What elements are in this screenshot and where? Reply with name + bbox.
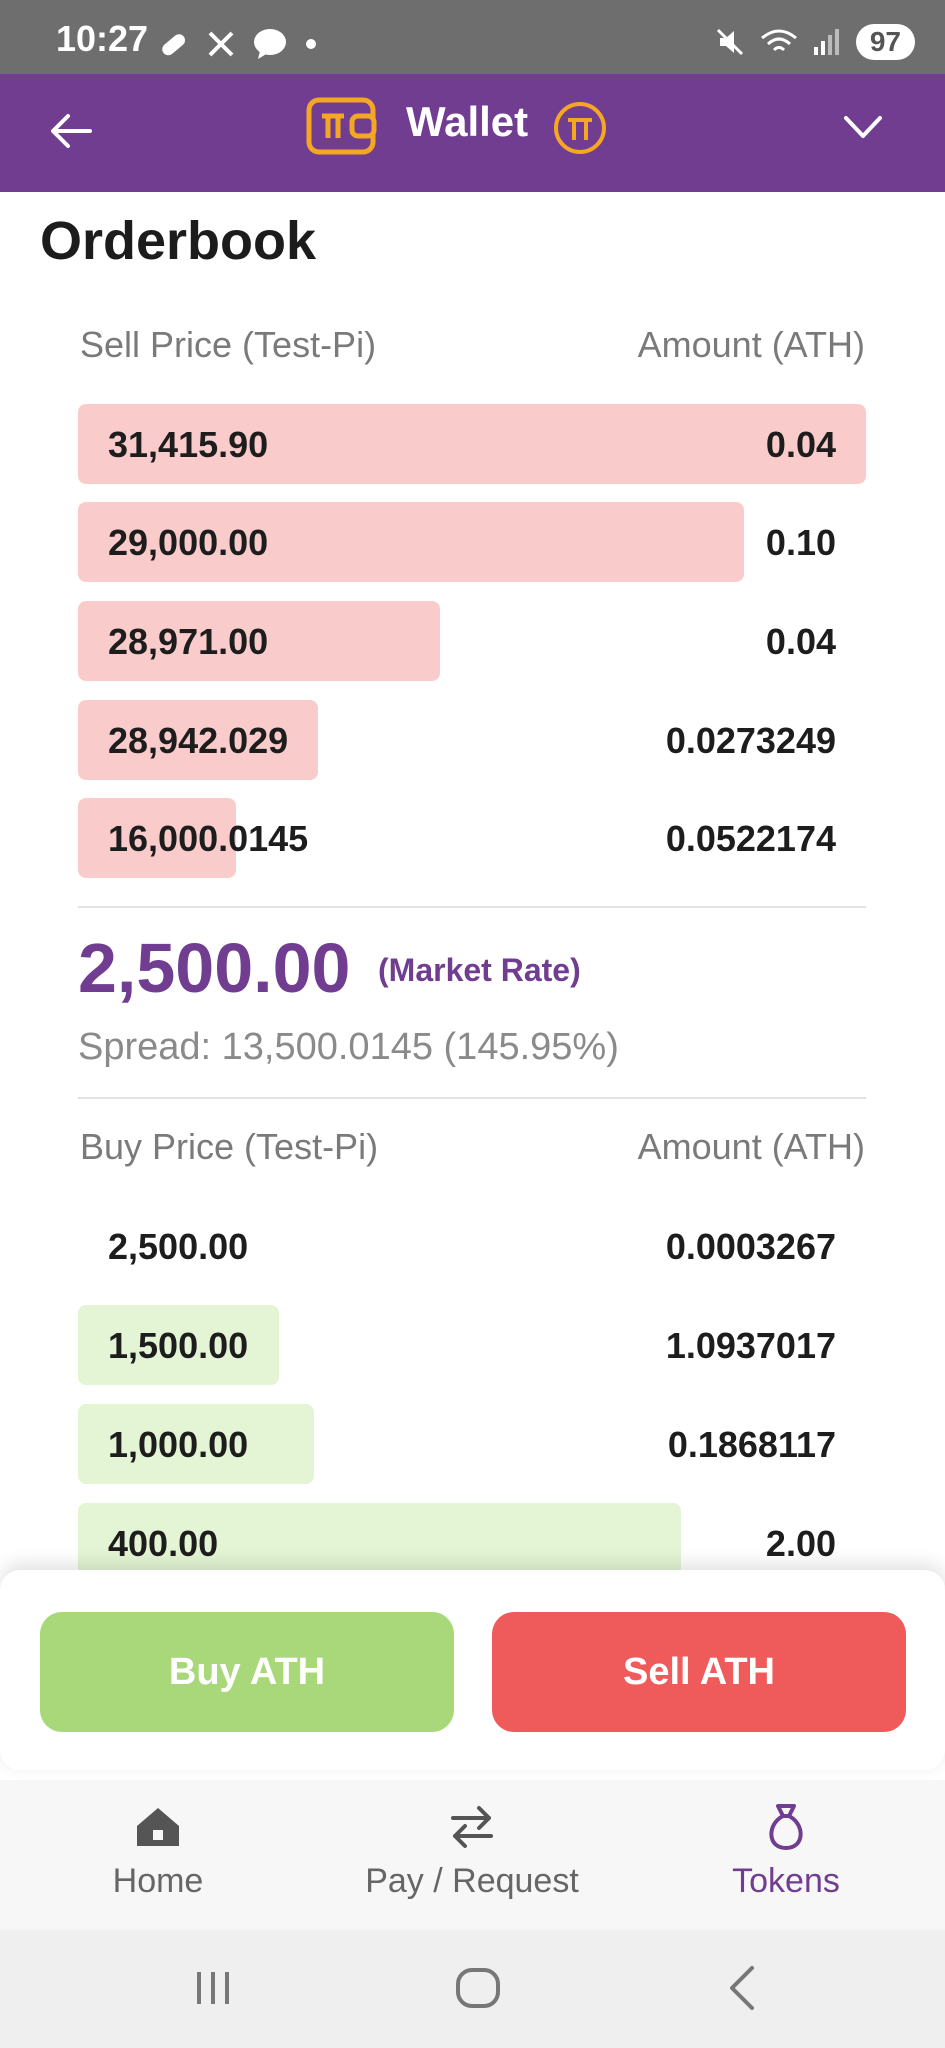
sell-order-amount: 0.04 bbox=[765, 424, 836, 465]
swap-icon bbox=[451, 1806, 493, 1848]
buy-order-price: 1,000.00 bbox=[108, 1424, 249, 1465]
mute-icon bbox=[716, 28, 743, 56]
sell-order-row[interactable]: 28,942.029 0.0273249 bbox=[78, 700, 866, 780]
app-bar: Wallet bbox=[0, 74, 945, 192]
sell-depth-bar bbox=[78, 700, 319, 780]
nav-label-tokens: Tokens bbox=[732, 1862, 840, 1900]
x-icon bbox=[208, 31, 234, 57]
orderbook-title: Orderbook bbox=[40, 211, 317, 271]
buy-depth-bar bbox=[78, 1305, 279, 1385]
status-time: 10:27 bbox=[56, 18, 149, 59]
divider bbox=[78, 906, 866, 908]
market-rate-label: (Market Rate) bbox=[378, 952, 581, 988]
app-bar-title: Wallet bbox=[406, 98, 529, 145]
sell-order-price: 28,942.029 bbox=[108, 720, 289, 761]
buy-price-header: Buy Price (Test-Pi) bbox=[80, 1126, 379, 1167]
sell-order-amount: 0.10 bbox=[765, 522, 836, 563]
sell-depth-bar bbox=[78, 798, 236, 878]
nav-label-home: Home bbox=[112, 1862, 204, 1900]
home-icon bbox=[137, 1808, 179, 1846]
status-bar: 10:27 97 bbox=[0, 0, 945, 74]
buy-order-row[interactable]: 1,500.00 1.0937017 bbox=[78, 1305, 866, 1385]
chevron-down-icon[interactable] bbox=[838, 108, 888, 148]
buy-order-amount: 1.0937017 bbox=[665, 1325, 836, 1366]
buy-depth-bar bbox=[78, 1503, 681, 1583]
battery-level: 97 bbox=[855, 24, 915, 60]
sell-amount-header: Amount (ATH) bbox=[637, 324, 865, 365]
nav-item-home[interactable]: Home bbox=[8, 1790, 308, 1920]
sell-depth-bar bbox=[78, 601, 441, 681]
sell-price-header: Sell Price (Test-Pi) bbox=[80, 324, 377, 365]
system-nav-bar bbox=[0, 1930, 945, 2048]
nav-label-pay-request: Pay / Request bbox=[365, 1862, 579, 1900]
system-icons: 97 bbox=[714, 22, 915, 62]
buy-depth-bar bbox=[78, 1404, 315, 1484]
sell-depth-bar bbox=[78, 502, 744, 582]
buy-order-amount: 0.1868117 bbox=[667, 1424, 836, 1465]
sell-order-amount: 0.04 bbox=[765, 621, 836, 662]
sell-ath-button[interactable]: Sell ATH bbox=[492, 1612, 906, 1732]
buy-order-price: 1,500.00 bbox=[108, 1325, 249, 1366]
notification-icons bbox=[156, 24, 318, 64]
sell-order-row[interactable]: 31,415.90 0.04 bbox=[78, 404, 866, 484]
sell-order-row[interactable]: 28,971.00 0.04 bbox=[78, 601, 866, 681]
wifi-icon bbox=[760, 29, 797, 52]
buy-ath-button[interactable]: Buy ATH bbox=[40, 1612, 454, 1732]
buy-order-price: 2,500.00 bbox=[108, 1226, 249, 1267]
sell-order-amount: 0.0522174 bbox=[665, 818, 836, 859]
sell-order-price: 29,000.00 bbox=[108, 522, 269, 563]
divider bbox=[78, 1097, 866, 1099]
home-button-icon[interactable] bbox=[448, 1958, 508, 2018]
sell-order-price: 16,000.0145 bbox=[108, 818, 309, 859]
talk-icon bbox=[254, 29, 286, 59]
buy-order-row[interactable]: 400.00 2.00 bbox=[78, 1503, 866, 1583]
buy-amount-header: Amount (ATH) bbox=[637, 1126, 865, 1167]
sell-order-row[interactable]: 29,000.00 0.10 bbox=[78, 502, 866, 582]
system-back-icon[interactable] bbox=[714, 1958, 774, 2018]
dot-icon bbox=[306, 39, 316, 49]
buy-order-amount: 0.0003267 bbox=[665, 1226, 836, 1267]
nav-item-pay-request[interactable]: Pay / Request bbox=[322, 1790, 622, 1920]
sell-order-price: 28,971.00 bbox=[108, 621, 269, 662]
wallet-logo-icon bbox=[306, 97, 377, 155]
market-rate-value: 2,500.00 bbox=[78, 929, 351, 1007]
sell-order-amount: 0.0273249 bbox=[665, 720, 836, 761]
sell-depth-bar bbox=[78, 404, 866, 484]
pi-coin-icon bbox=[554, 102, 606, 154]
buy-order-row[interactable]: 1,000.00 0.1868117 bbox=[78, 1404, 866, 1484]
spread-text: Spread: 13,500.0145 (145.95%) bbox=[78, 1026, 619, 1068]
link-icon bbox=[162, 34, 186, 56]
money-bag-icon bbox=[769, 1804, 803, 1850]
buy-order-amount: 2.00 bbox=[765, 1523, 836, 1564]
signal-icon bbox=[813, 29, 839, 55]
sell-order-row[interactable]: 16,000.0145 0.0522174 bbox=[78, 798, 866, 878]
trade-action-panel: Buy ATH Sell ATH bbox=[0, 1570, 945, 1770]
sell-order-price: 31,415.90 bbox=[108, 424, 269, 465]
nav-item-tokens[interactable]: Tokens bbox=[636, 1790, 936, 1920]
back-arrow-icon[interactable] bbox=[46, 106, 96, 156]
bottom-nav: Home Pay / Request Tokens bbox=[0, 1780, 945, 1930]
buy-order-row[interactable]: 2,500.00 0.0003267 bbox=[78, 1206, 866, 1286]
recent-apps-icon[interactable] bbox=[183, 1958, 243, 2018]
buy-order-price: 400.00 bbox=[108, 1523, 219, 1564]
